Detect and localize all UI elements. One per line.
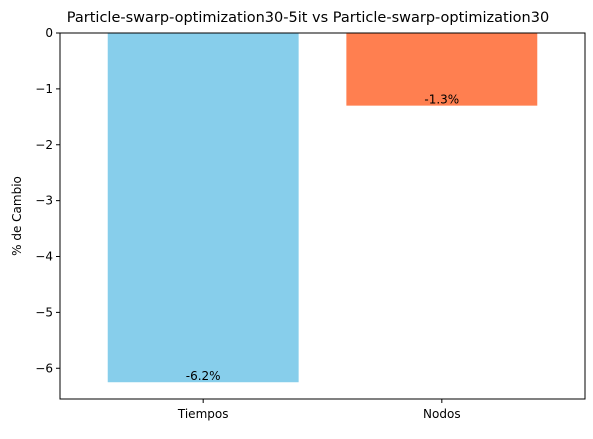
- x-axis: Tiempos Nodos: [177, 399, 461, 421]
- y-tick-label: −5: [35, 305, 53, 319]
- data-label-tiempos: -6.2%: [186, 369, 221, 383]
- x-tick-label: Nodos: [423, 407, 461, 421]
- y-tick-label: 0: [45, 26, 53, 40]
- y-tick-label: −6: [35, 361, 53, 375]
- y-tick-label: −3: [35, 194, 53, 208]
- chart-title: Particle-swarp-optimization30-5it vs Par…: [67, 10, 549, 26]
- y-tick-label: −2: [35, 138, 53, 152]
- y-axis-label: % de Cambio: [10, 176, 24, 256]
- y-axis: 0 −1 −2 −3 −4 −5 −6: [35, 26, 60, 375]
- y-tick-label: −4: [35, 250, 53, 264]
- bar-tiempos: [107, 33, 299, 383]
- plot-frame: [59, 32, 586, 400]
- x-tick-label: Tiempos: [177, 407, 229, 421]
- data-labels-layer: -6.2% -1.3%: [186, 93, 459, 384]
- bars-layer: [107, 33, 538, 383]
- bar-nodos: [346, 33, 538, 106]
- data-label-nodos: -1.3%: [424, 93, 459, 107]
- y-tick-label: −1: [35, 82, 53, 96]
